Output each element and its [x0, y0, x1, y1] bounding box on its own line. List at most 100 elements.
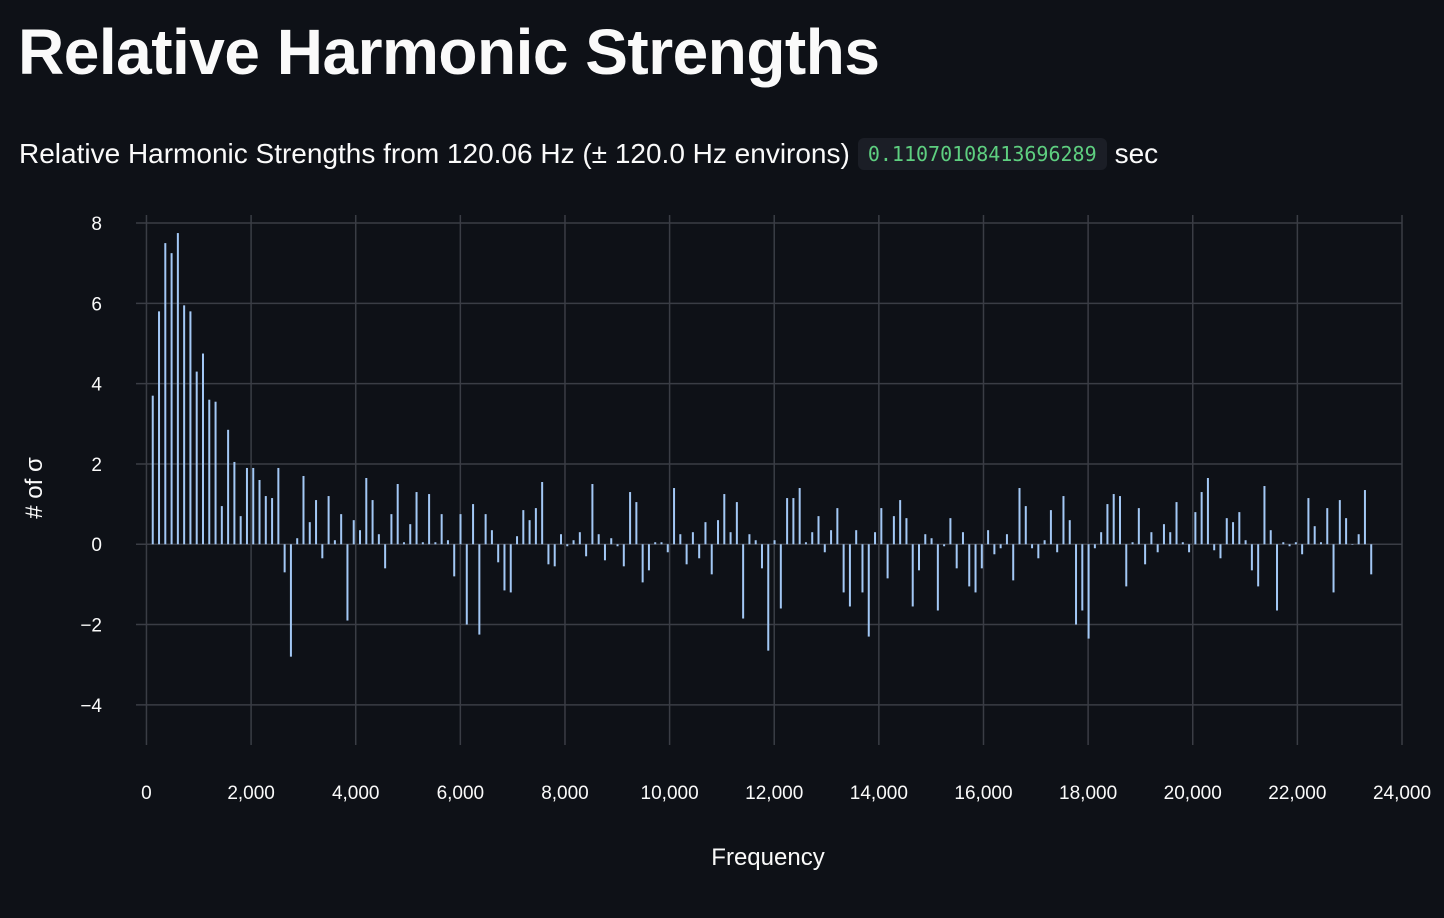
- bar: [503, 544, 506, 591]
- bar: [296, 538, 299, 545]
- bar: [1031, 544, 1034, 549]
- bar: [377, 534, 380, 545]
- bar: [654, 542, 657, 545]
- bar: [428, 494, 431, 545]
- bar: [321, 544, 324, 559]
- x-tick-label: 8,000: [541, 783, 589, 804]
- bar: [1106, 504, 1109, 545]
- grid-lines: [136, 215, 1403, 745]
- bar: [151, 395, 154, 545]
- bar: [616, 544, 619, 547]
- bar: [647, 544, 650, 571]
- bar: [264, 496, 267, 545]
- bar: [371, 500, 374, 545]
- bar: [1175, 502, 1178, 545]
- bar: [823, 544, 826, 553]
- bar: [679, 534, 682, 545]
- bar: [1093, 544, 1096, 549]
- bar: [289, 544, 292, 657]
- bar: [1150, 532, 1153, 545]
- bar: [591, 484, 594, 545]
- bar: [961, 532, 964, 545]
- bar: [352, 520, 355, 545]
- bar: [1188, 544, 1191, 553]
- bar: [691, 532, 694, 545]
- bar: [547, 544, 550, 565]
- bar: [1181, 542, 1184, 545]
- y-tick-label: 4: [91, 375, 102, 396]
- bar: [220, 506, 223, 545]
- bar: [1062, 496, 1065, 545]
- bar: [465, 544, 468, 625]
- bar: [817, 516, 820, 545]
- bar: [811, 532, 814, 545]
- x-tick-label: 2,000: [227, 783, 275, 804]
- bar: [968, 544, 971, 587]
- bar: [490, 530, 493, 545]
- bar: [710, 544, 713, 575]
- bar: [974, 544, 977, 593]
- bar: [390, 514, 393, 545]
- bar: [798, 488, 801, 545]
- y-tick-label: 6: [91, 294, 102, 315]
- bar: [1326, 508, 1329, 545]
- bar: [245, 467, 248, 545]
- bar: [1081, 544, 1084, 611]
- bar: [1370, 544, 1373, 575]
- bar: [227, 429, 230, 545]
- x-tick-label: 6,000: [437, 783, 485, 804]
- x-tick-label: 12,000: [745, 783, 803, 804]
- bar: [277, 467, 280, 545]
- bar: [572, 540, 575, 545]
- bar: [735, 502, 738, 545]
- bar: [1018, 488, 1021, 545]
- bar: [993, 544, 996, 555]
- bar: [346, 544, 349, 621]
- bar: [359, 530, 362, 545]
- bar: [880, 508, 883, 545]
- bar: [472, 504, 475, 545]
- bar: [1338, 500, 1341, 545]
- bar: [522, 510, 525, 545]
- bar: [930, 538, 933, 545]
- bar: [239, 516, 242, 545]
- bar: [302, 475, 305, 545]
- x-tick-label: 10,000: [641, 783, 699, 804]
- bar: [1244, 540, 1247, 545]
- bar: [723, 494, 726, 545]
- bar: [516, 536, 519, 545]
- bar: [258, 480, 261, 545]
- bar: [1238, 512, 1241, 545]
- bar: [773, 540, 776, 545]
- bar: [1250, 544, 1253, 571]
- bar: [610, 538, 613, 545]
- bar: [509, 544, 512, 593]
- bar: [754, 540, 757, 545]
- y-axis-title: # of σ: [21, 457, 48, 519]
- bar: [1282, 542, 1285, 545]
- bar: [484, 514, 487, 545]
- bar: [867, 544, 870, 637]
- bar: [760, 544, 763, 569]
- bar: [767, 544, 770, 651]
- bar: [779, 544, 782, 609]
- bar: [1068, 520, 1071, 545]
- bar: [987, 530, 990, 545]
- bar: [402, 542, 405, 545]
- bar: [1225, 518, 1228, 545]
- bar: [597, 534, 600, 545]
- bar: [453, 544, 456, 577]
- bar: [1162, 524, 1165, 545]
- bar: [874, 532, 877, 545]
- bar: [1213, 544, 1216, 551]
- bar: [1257, 544, 1260, 587]
- bar: [308, 522, 311, 545]
- bar: [1206, 477, 1209, 545]
- bar: [999, 544, 1002, 549]
- bar: [1087, 544, 1090, 639]
- x-tick-label: 16,000: [954, 783, 1012, 804]
- bar: [1156, 544, 1159, 553]
- bar: [911, 544, 914, 607]
- bar: [1043, 540, 1046, 545]
- bar: [1313, 526, 1316, 545]
